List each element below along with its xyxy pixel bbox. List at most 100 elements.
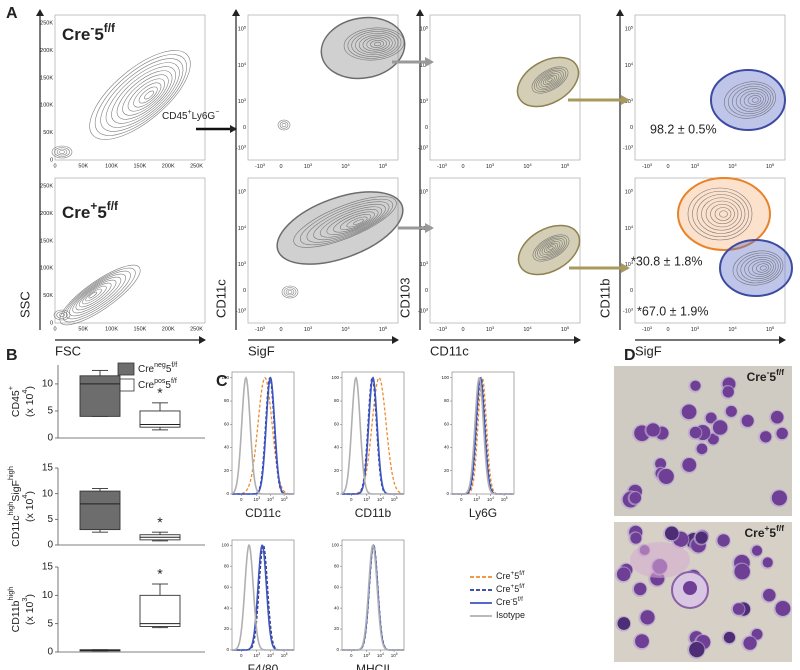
text-segment: (x 10 <box>24 601 36 625</box>
legend-label: Cre+5f/f <box>496 583 525 594</box>
x-tick-label: 250K <box>190 163 203 169</box>
cell-nucleus <box>617 617 631 630</box>
x-tick-label: 50K <box>78 163 88 169</box>
cell-nucleus <box>763 588 776 602</box>
cell-nucleus <box>741 414 754 427</box>
y-axis-unit: (x 104) <box>20 491 35 522</box>
x-tick-label: 250K <box>190 326 203 332</box>
text-segment: ) <box>24 386 36 390</box>
text-segment: 3 <box>631 144 633 148</box>
contour <box>85 288 102 302</box>
cell-nucleus <box>629 492 642 504</box>
y-tick-label: 103 <box>420 98 428 105</box>
text-segment: 3 <box>631 98 633 102</box>
marker-label: CD11c <box>245 506 281 520</box>
y-tick-label: 0 <box>630 289 633 295</box>
text-segment: 10 <box>379 164 385 170</box>
panel-label: B <box>6 347 18 364</box>
y-tick-label: 20 <box>334 468 340 473</box>
contour <box>536 69 564 91</box>
plot-frame <box>341 371 405 495</box>
text-segment: 5 <box>426 26 428 30</box>
x-axis-label: CD11c <box>430 343 469 358</box>
text-segment: f/f <box>107 199 118 213</box>
text-segment: f/f <box>519 583 524 590</box>
x-tick-label: 0 <box>461 164 464 170</box>
cell-nucleus <box>681 404 697 420</box>
contour <box>687 187 753 241</box>
contour <box>724 81 776 119</box>
contour <box>355 32 396 56</box>
text-segment: 0 <box>425 289 428 295</box>
text-segment: -10 <box>623 309 631 315</box>
text-segment: 5 <box>426 189 428 193</box>
cell-nucleus <box>705 412 717 424</box>
y-tick-label: 5 <box>47 514 53 525</box>
x-tick-label: -103 <box>437 326 447 333</box>
contour <box>541 241 561 255</box>
y-tick-label: 150K <box>40 238 53 244</box>
x-tick-label: 104 <box>487 496 494 502</box>
y-tick-label: 0 <box>226 647 229 652</box>
x-tick-label: 0 <box>461 327 464 333</box>
x-tick-label: 104 <box>267 496 274 502</box>
x-tick-label: 0 <box>240 497 243 502</box>
panel-label: C <box>216 373 228 390</box>
text-segment: f/f <box>104 21 115 35</box>
text-segment: 0 <box>350 653 353 658</box>
x-tick-label: 100K <box>105 326 118 332</box>
text-segment: 5 <box>286 652 288 656</box>
y-tick-label: 0 <box>630 126 633 132</box>
contour <box>540 73 560 87</box>
contour <box>279 121 289 129</box>
text-segment: 5 <box>244 189 246 193</box>
contour <box>346 216 368 228</box>
cell-nucleus <box>775 600 791 616</box>
text-segment: f/f <box>776 523 784 533</box>
y-tick-label: -103 <box>418 144 428 151</box>
y-tick-label: 60 <box>224 421 230 426</box>
contour <box>54 147 70 157</box>
contour <box>538 71 562 89</box>
text-segment: 5 <box>396 652 398 656</box>
y-axis-label: CD11c <box>213 279 228 318</box>
text-segment: 10 <box>766 327 772 333</box>
text-segment: 10 <box>728 327 734 333</box>
text-segment: CD45 <box>162 111 188 122</box>
legend-label: Cre-5f/f <box>496 596 523 607</box>
contour <box>72 276 122 314</box>
text-segment: 10 <box>281 497 287 502</box>
text-segment: 3 <box>697 163 699 167</box>
x-tick-label: 200K <box>162 326 175 332</box>
text-segment: CD11c <box>10 516 22 547</box>
text-segment: -10 <box>236 146 244 152</box>
cell-nucleus <box>682 458 697 472</box>
text-segment: 5 <box>769 526 776 540</box>
y-tick-label: 80 <box>334 563 340 568</box>
x-tick-label: 0 <box>279 164 282 170</box>
x-tick-label: 103 <box>304 326 312 333</box>
y-tick-label: 20 <box>224 626 230 631</box>
x-tick-label: 105 <box>501 496 508 502</box>
text-segment: 3 <box>244 144 246 148</box>
text-segment: 5 <box>97 203 106 222</box>
text-segment: - <box>767 367 770 377</box>
y-tick-label: 0 <box>50 320 53 326</box>
text-segment: 4 <box>347 163 350 167</box>
text-segment: -10 <box>642 327 650 333</box>
text-segment: 10 <box>728 164 734 170</box>
contour <box>759 265 767 271</box>
contour <box>59 150 65 154</box>
text-segment: 3 <box>478 496 480 500</box>
x-tick-label: 105 <box>391 652 398 658</box>
text-segment: 4 <box>529 163 532 167</box>
x-axis-label: FSC <box>55 343 81 358</box>
box <box>79 375 121 417</box>
text-segment: 3 <box>263 326 265 330</box>
text-segment: neg <box>154 362 166 369</box>
text-segment: 3 <box>631 261 633 265</box>
cell-nucleus <box>760 431 772 443</box>
text-segment: CD45 <box>10 390 22 417</box>
x-tick-label: 105 <box>391 496 398 502</box>
image-caption: Cre-5f/f <box>747 367 785 384</box>
